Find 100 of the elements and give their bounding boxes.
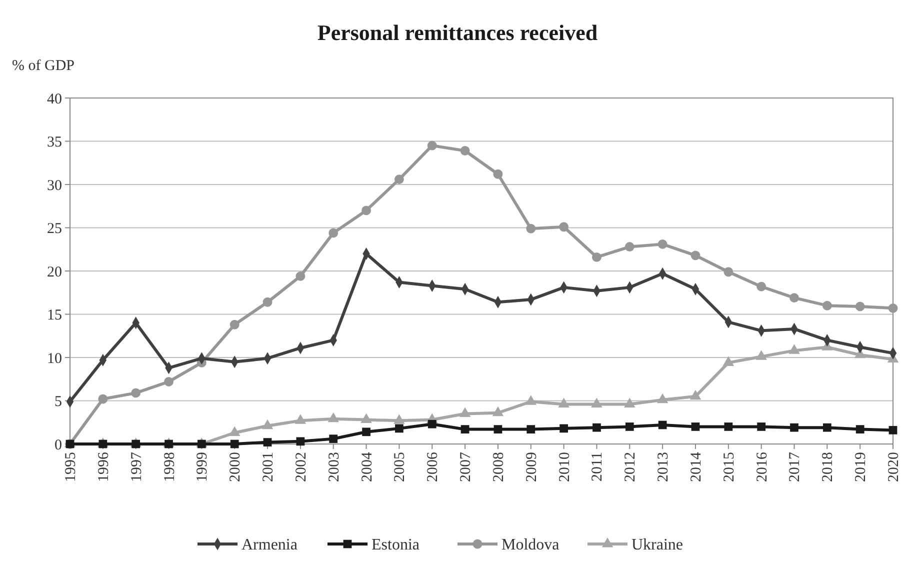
x-tick-label: 2004 [359, 452, 376, 482]
x-tick-label: 2016 [754, 452, 770, 482]
point [790, 293, 799, 303]
point [756, 350, 767, 360]
legend-label: Estonia [372, 536, 420, 554]
y-tick-label: 10 [47, 350, 62, 367]
chart-title: Personal remittances received [317, 20, 598, 45]
point [525, 395, 537, 405]
x-tick-label: 2012 [622, 452, 639, 482]
x-tick-label: 2008 [490, 452, 507, 482]
x-tick-label: 2010 [556, 452, 573, 482]
point [624, 398, 636, 408]
point [888, 426, 898, 434]
point [360, 413, 372, 424]
legend-label: Moldova [502, 536, 560, 554]
point [856, 425, 864, 434]
point [328, 412, 339, 422]
point [888, 303, 898, 313]
y-tick-label: 25 [47, 221, 62, 237]
x-tick-label: 2019 [853, 452, 870, 482]
legend-label: Ukraine [632, 536, 684, 554]
x-tick-label: 1997 [128, 452, 145, 482]
x-tick-label: 1996 [96, 452, 112, 482]
x-tick-label: 2018 [820, 452, 836, 482]
point [395, 424, 404, 433]
point [690, 250, 700, 260]
point [526, 224, 536, 234]
point [493, 169, 503, 179]
x-tick-label: 2003 [326, 452, 342, 482]
y-axis-title: % of GDP [12, 58, 74, 74]
x-tick-label: 2011 [590, 452, 606, 482]
point [559, 222, 569, 232]
point [822, 423, 832, 432]
y-tick-label: 0 [54, 437, 62, 454]
point [362, 428, 370, 436]
y-tick-label: 35 [47, 134, 62, 150]
point [691, 422, 700, 431]
x-tick-label: 2000 [228, 452, 244, 482]
point [625, 422, 634, 431]
point [164, 377, 174, 386]
point [658, 420, 667, 430]
x-tick-label: 2006 [425, 452, 442, 482]
legend-label: Armenia [242, 536, 298, 554]
point [724, 267, 734, 277]
x-tick-label: 2005 [392, 452, 408, 482]
point [624, 242, 634, 252]
x-tick-label: 2017 [787, 452, 804, 482]
x-tick-label: 2013 [656, 452, 672, 482]
y-tick-label: 30 [47, 178, 62, 194]
point [459, 407, 471, 417]
point [263, 438, 272, 446]
point [722, 356, 734, 366]
point [427, 140, 437, 150]
x-tick-label: 2014 [688, 452, 704, 482]
point [294, 414, 306, 424]
point [394, 414, 405, 424]
point [492, 406, 504, 416]
point [526, 425, 536, 434]
point [757, 422, 766, 431]
point [560, 424, 568, 433]
point [790, 423, 798, 432]
x-tick-label: 2015 [721, 452, 738, 482]
point [98, 394, 108, 404]
point [362, 206, 371, 216]
point [296, 271, 306, 281]
point [724, 422, 733, 431]
x-tick-label: 1995 [63, 452, 79, 482]
point [788, 344, 800, 354]
x-tick-label: 2001 [260, 452, 277, 482]
point [296, 437, 305, 446]
y-tick-label: 15 [47, 308, 62, 324]
point [855, 302, 865, 312]
point [460, 425, 470, 434]
y-tick-label: 40 [47, 91, 62, 108]
point [460, 146, 470, 156]
x-tick-label: 2020 [886, 452, 902, 482]
point [230, 440, 239, 448]
point [262, 419, 274, 430]
point [658, 239, 668, 249]
point [591, 398, 602, 408]
point [592, 252, 602, 262]
point [592, 423, 601, 432]
x-tick-label: 2007 [458, 452, 474, 482]
point [328, 228, 338, 238]
y-tick-label: 5 [54, 394, 62, 410]
point [394, 174, 404, 184]
point [494, 425, 502, 434]
point [329, 434, 338, 443]
point [690, 390, 702, 400]
point [230, 320, 240, 330]
point [656, 393, 668, 404]
point [131, 388, 141, 398]
x-tick-label: 1999 [194, 452, 211, 482]
point [262, 297, 272, 307]
x-tick-label: 2009 [524, 452, 540, 482]
x-tick-label: 1998 [162, 452, 178, 482]
x-tick-label: 2002 [293, 452, 310, 482]
point [558, 398, 570, 408]
point [428, 420, 436, 428]
point [822, 300, 832, 310]
